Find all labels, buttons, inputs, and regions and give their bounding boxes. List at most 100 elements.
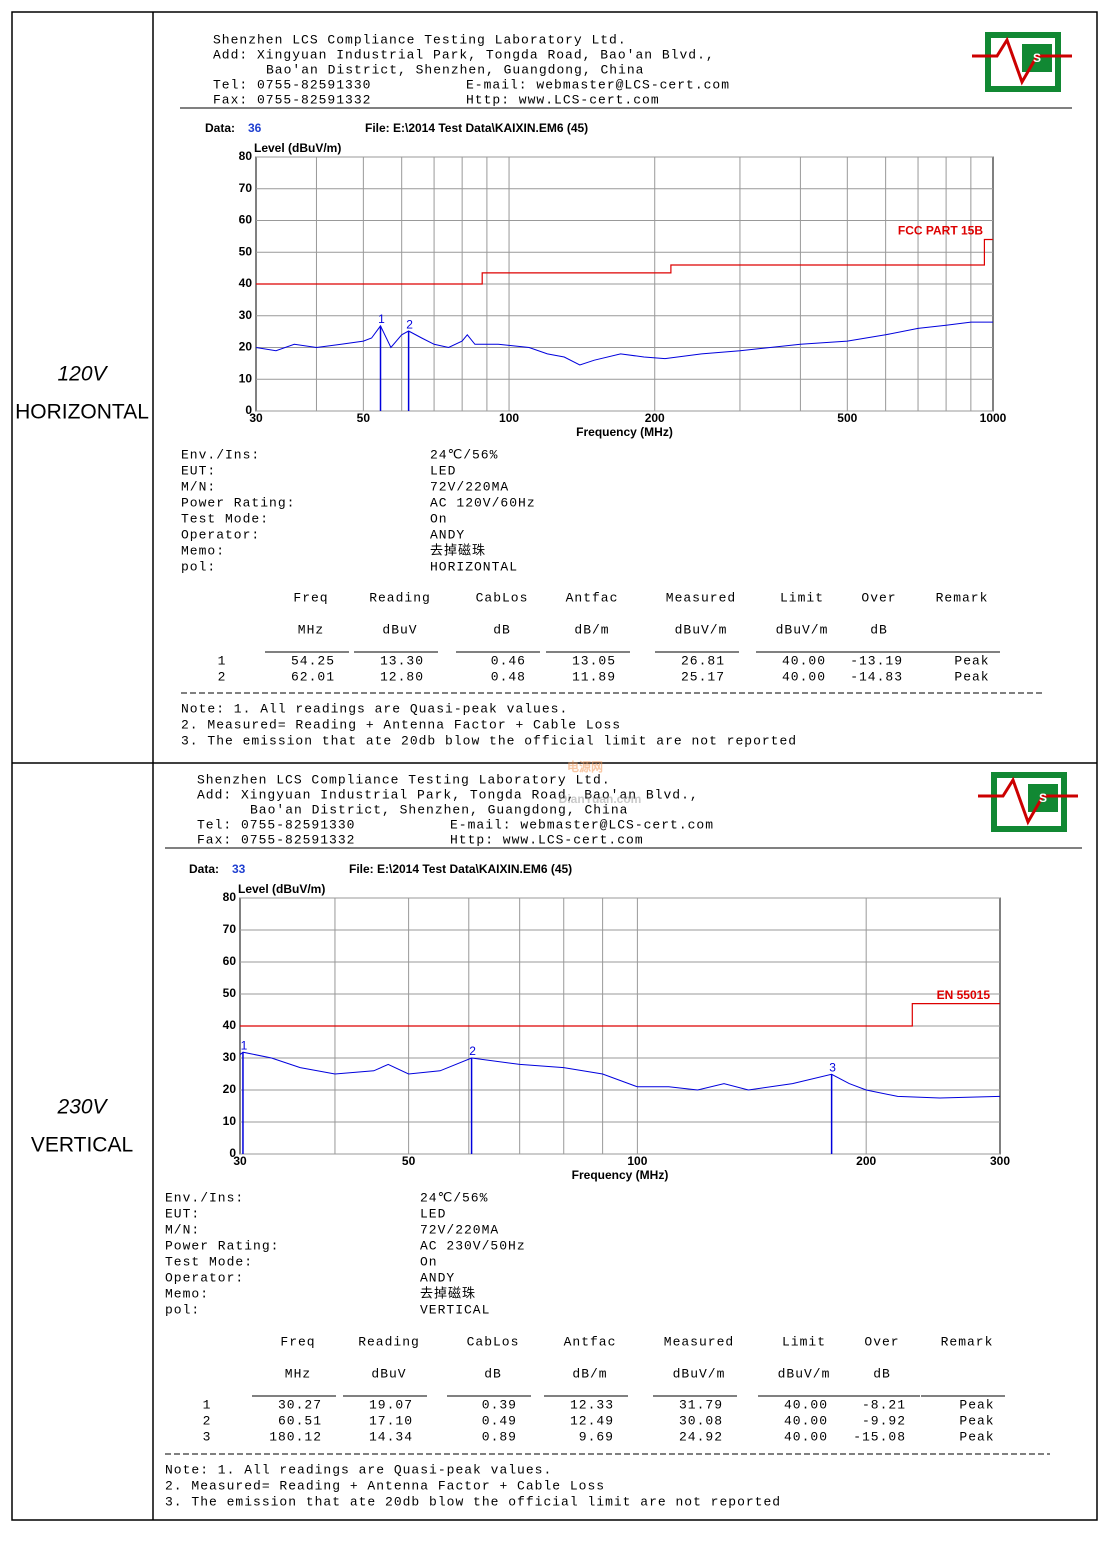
logo-wave [978,776,1078,826]
column-unit: dB [873,1366,891,1381]
table-cell: 31.79 [679,1397,723,1412]
table-cell: 17.10 [369,1413,413,1428]
table-cell: 12.49 [570,1413,614,1428]
y-tick-label: 30 [239,308,253,322]
x-tick-label: 100 [499,411,519,425]
info-key: Operator: [181,527,260,542]
column-unit: dB/m [572,1366,607,1381]
info-key: Memo: [181,543,225,558]
data-number: 33 [232,862,246,876]
emission-trace [255,321,993,366]
table-cell: Peak [954,653,989,668]
table-cell: 40.00 [782,669,826,684]
table-cell: 62.01 [291,669,335,684]
tel: Tel: 0755-82591330 [213,77,371,92]
info-value: On [420,1254,438,1269]
limit-label: FCC PART 15B [898,224,983,238]
table-cell: Peak [959,1413,994,1428]
x-tick-label: 50 [357,411,371,425]
x-tick-label: 30 [233,1154,247,1168]
logo-letter: S [1039,791,1047,805]
info-value: AC 120V/60Hz [430,495,536,510]
marker-label: 3 [829,1060,836,1074]
info-value: 去掉磁珠 [420,1286,476,1301]
note: 2. Measured= Reading + Antenna Factor + … [165,1478,605,1493]
marker-label: 2 [469,1044,476,1058]
table-cell: 26.81 [681,653,725,668]
column-unit: dB [493,622,511,637]
x-tick-label: 300 [990,1154,1010,1168]
y-tick-label: 10 [223,1114,237,1128]
info-value: 去掉磁珠 [430,543,486,558]
table-cell: -8.21 [862,1397,906,1412]
table-cell: 11.89 [572,669,616,684]
table-cell: 30.27 [278,1397,322,1412]
table-cell: 1 [218,653,227,668]
y-axis-label: Level (dBuV/m) [254,141,341,155]
limit-line [240,1002,1000,1027]
column-unit: MHz [298,622,324,637]
info-key: Test Mode: [181,511,269,526]
info-key: M/N: [181,479,216,494]
address: Add: Xingyuan Industrial Park, Tongda Ro… [197,787,699,802]
table-cell: 0.48 [491,669,526,684]
x-tick-label: 200 [645,411,665,425]
y-tick-label: 60 [223,954,237,968]
y-tick-label: 10 [239,371,253,385]
x-tick-label: 500 [837,411,857,425]
section-label: HORIZONTAL [15,401,149,424]
column-unit: dB [484,1366,502,1381]
marker-label: 1 [241,1038,248,1052]
column-header: Reading [358,1334,420,1349]
info-value: HORIZONTAL [430,559,518,574]
table-cell: Peak [954,669,989,684]
table-cell: 60.51 [278,1413,322,1428]
data-number: 36 [248,121,262,135]
logo-wave [972,36,1072,86]
table-cell: 40.00 [784,1397,828,1412]
note: 3. The emission that ate 20db blow the o… [181,733,797,748]
data-label: Data: [205,121,235,135]
outer-border [11,11,1098,1521]
table-cell: 14.34 [369,1429,413,1444]
table-cell: 13.30 [380,653,424,668]
x-tick-label: 30 [249,411,263,425]
y-tick-label: 70 [239,181,253,195]
info-value: ANDY [420,1270,455,1285]
file-name: File: E:\2014 Test Data\KAIXIN.EM6 (45) [365,121,588,135]
info-key: Test Mode: [165,1254,253,1269]
address: Bao'an District, Shenzhen, Guangdong, Ch… [266,62,644,77]
info-key: M/N: [165,1222,200,1237]
column-header: Freq [293,590,328,605]
table-cell: 12.33 [570,1397,614,1412]
y-tick-label: 40 [223,1018,237,1032]
column-header: Remark [941,1334,994,1349]
info-key: Operator: [165,1270,244,1285]
y-tick-label: 0 [245,403,252,417]
info-value: VERTICAL [420,1302,490,1317]
x-axis-label: Frequency (MHz) [576,425,673,439]
tel: Tel: 0755-82591330 [197,817,355,832]
x-tick-label: 50 [402,1154,416,1168]
table-cell: -15.08 [853,1429,906,1444]
watermark: 电源网 [567,759,603,774]
column-unit: dBuV/m [776,622,829,637]
table-cell: 0.89 [482,1429,517,1444]
limit-line [256,238,993,285]
table-cell: 3 [203,1429,212,1444]
column-unit: dBuV/m [675,622,728,637]
table-cell: 25.17 [681,669,725,684]
table-cell: 54.25 [291,653,335,668]
company: Shenzhen LCS Compliance Testing Laborato… [213,32,627,47]
section-label: VERTICAL [31,1134,133,1157]
emission-trace [239,1051,1001,1099]
logo-letter: S [1033,51,1041,65]
column-unit: dBuV [371,1366,406,1381]
note: Note: 1. All readings are Quasi-peak val… [181,701,568,716]
info-value: LED [420,1206,446,1221]
column-header: CabLos [467,1334,520,1349]
table-cell: 0.39 [482,1397,517,1412]
column-header: Antfac [564,1334,617,1349]
column-unit: dBuV [382,622,417,637]
